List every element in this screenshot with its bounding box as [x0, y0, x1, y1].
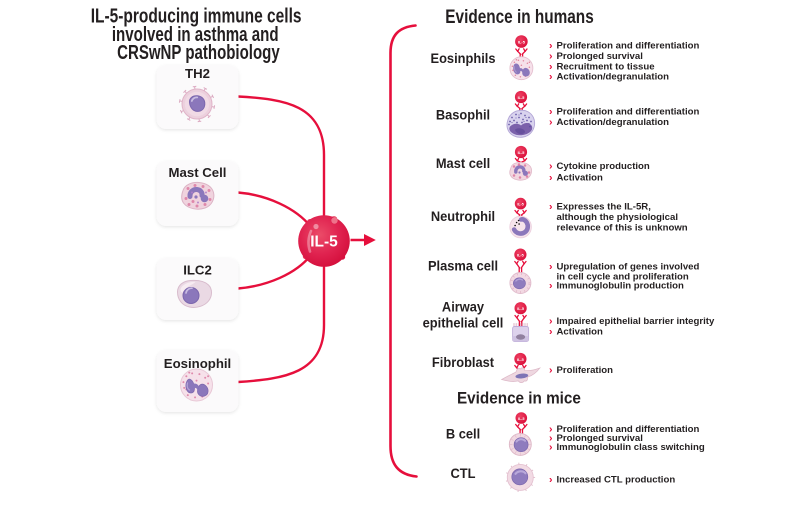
- svg-text:although the physiological: although the physiological: [557, 212, 679, 223]
- svg-text:involved in asthma and: involved in asthma and: [112, 23, 279, 46]
- svg-text:Evidence in mice: Evidence in mice: [457, 390, 581, 408]
- svg-text:›: ›: [549, 432, 553, 444]
- svg-text:Mast cell: Mast cell: [436, 156, 490, 171]
- svg-text:Cytokine production: Cytokine production: [557, 161, 650, 172]
- svg-text:IL-5: IL-5: [518, 417, 524, 421]
- svg-text:Proliferation: Proliferation: [557, 365, 614, 376]
- svg-text:Immunoglobulin production: Immunoglobulin production: [557, 280, 685, 291]
- svg-text:Proliferation and differentiat: Proliferation and differentiation: [557, 41, 700, 52]
- svg-text:Prolonged survival: Prolonged survival: [557, 433, 643, 444]
- svg-text:›: ›: [549, 40, 553, 52]
- svg-text:Eosinphils: Eosinphils: [430, 51, 495, 66]
- svg-text:›: ›: [549, 200, 553, 212]
- svg-text:IL-5: IL-5: [517, 254, 524, 258]
- svg-text:Activation: Activation: [557, 172, 604, 183]
- svg-text:›: ›: [549, 50, 553, 62]
- svg-text:Mast Cell: Mast Cell: [169, 165, 227, 180]
- svg-text:›: ›: [549, 171, 553, 183]
- svg-text:Eosinophil: Eosinophil: [164, 356, 231, 371]
- svg-text:IL-5: IL-5: [518, 40, 526, 45]
- svg-text:Prolonged survival: Prolonged survival: [557, 51, 643, 62]
- svg-text:Activation/degranulation: Activation/degranulation: [557, 117, 670, 128]
- svg-text:ILC2: ILC2: [183, 263, 212, 278]
- svg-text:IL-5: IL-5: [517, 203, 523, 207]
- svg-text:IL-5: IL-5: [518, 151, 525, 155]
- svg-text:›: ›: [549, 116, 553, 128]
- svg-text:IL-5: IL-5: [517, 307, 524, 311]
- svg-text:Fibroblast: Fibroblast: [432, 355, 495, 370]
- svg-text:CRSwNP pathobiology: CRSwNP pathobiology: [117, 41, 280, 64]
- svg-text:›: ›: [549, 423, 553, 435]
- svg-text:›: ›: [549, 261, 553, 273]
- svg-text:Immunoglobulin class switching: Immunoglobulin class switching: [557, 442, 705, 453]
- svg-text:›: ›: [549, 106, 553, 118]
- svg-text:Recruitment to tissue: Recruitment to tissue: [557, 61, 655, 72]
- svg-text:Proliferation and differentiat: Proliferation and differentiation: [557, 107, 700, 118]
- svg-text:in cell cycle and proliferatio: in cell cycle and proliferation: [557, 271, 689, 282]
- svg-text:›: ›: [549, 315, 553, 327]
- svg-text:›: ›: [549, 279, 553, 291]
- svg-text:Neutrophil: Neutrophil: [431, 209, 495, 224]
- svg-text:Basophil: Basophil: [436, 107, 490, 122]
- svg-text:›: ›: [549, 60, 553, 72]
- svg-text:Activation/degranulation: Activation/degranulation: [557, 71, 670, 82]
- svg-text:›: ›: [549, 70, 553, 82]
- svg-text:›: ›: [549, 364, 553, 376]
- svg-text:TH2: TH2: [185, 66, 210, 81]
- svg-text:›: ›: [549, 160, 553, 172]
- svg-text:B cell: B cell: [446, 426, 480, 441]
- svg-text:CTL: CTL: [451, 466, 476, 481]
- svg-text:›: ›: [549, 326, 553, 338]
- svg-text:IL-5-producing immune cells: IL-5-producing immune cells: [91, 4, 302, 26]
- svg-text:IL-5: IL-5: [310, 233, 338, 250]
- svg-text:epithelial cell: epithelial cell: [423, 315, 504, 330]
- svg-text:IL-5: IL-5: [518, 96, 525, 100]
- svg-text:Evidence in humans: Evidence in humans: [445, 5, 593, 27]
- svg-text:Expresses the IL-5R,: Expresses the IL-5R,: [557, 201, 652, 212]
- svg-text:Proliferation and differentiat: Proliferation and differentiation: [557, 424, 700, 435]
- svg-text:Activation: Activation: [557, 327, 604, 338]
- svg-text:Upregulation of genes involved: Upregulation of genes involved: [557, 262, 700, 273]
- svg-text:Plasma cell: Plasma cell: [428, 258, 498, 273]
- svg-text:Airway: Airway: [442, 299, 485, 314]
- svg-text:Impaired epithelial barrier in: Impaired epithelial barrier integrity: [557, 316, 715, 327]
- svg-text:IL-5: IL-5: [517, 358, 524, 362]
- svg-text:relevance of this is unknown: relevance of this is unknown: [557, 223, 688, 234]
- svg-text:›: ›: [549, 441, 553, 453]
- svg-text:Increased CTL production: Increased CTL production: [557, 475, 676, 486]
- svg-text:›: ›: [549, 474, 553, 486]
